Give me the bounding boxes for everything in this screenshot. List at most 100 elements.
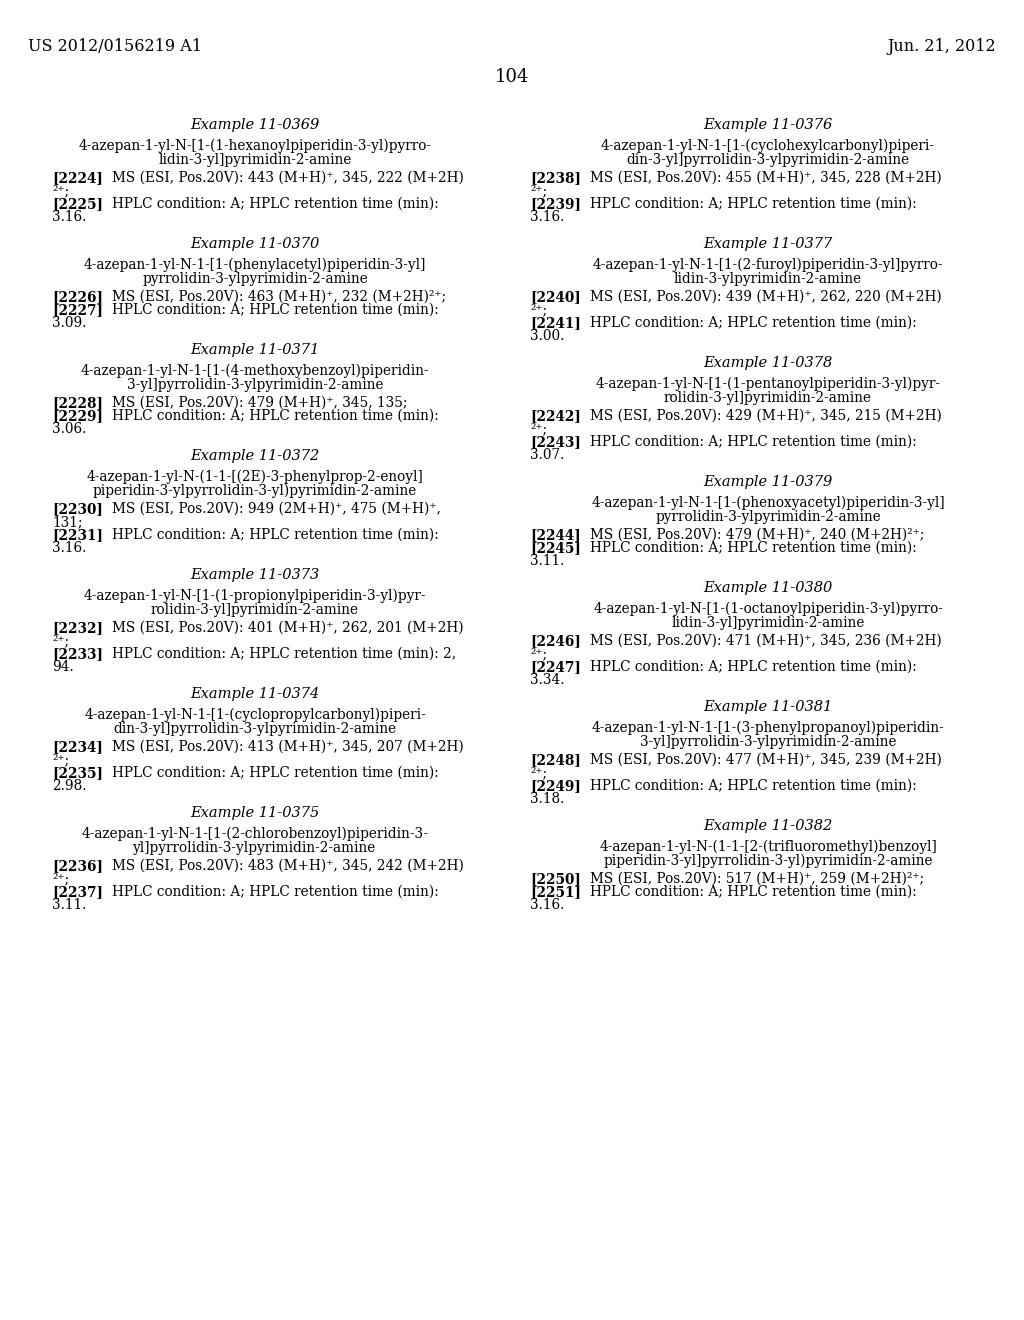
Text: Example 11-0381: Example 11-0381 [703, 700, 833, 714]
Text: 3.16.: 3.16. [530, 210, 564, 224]
Text: pyrrolidin-3-ylpyrimidin-2-amine: pyrrolidin-3-ylpyrimidin-2-amine [142, 272, 368, 286]
Text: 4-azepan-1-yl-N-1-[1-(2-chlorobenzoyl)piperidin-3-: 4-azepan-1-yl-N-1-[1-(2-chlorobenzoyl)pi… [82, 828, 428, 841]
Text: lidin-3-ylpyrimidin-2-amine: lidin-3-ylpyrimidin-2-amine [674, 272, 862, 286]
Text: [2227]: [2227] [52, 304, 103, 317]
Text: ²⁺;: ²⁺; [52, 183, 70, 198]
Text: MS (ESI, Pos.20V): 413 (M+H)⁺, 345, 207 (M+2H): MS (ESI, Pos.20V): 413 (M+H)⁺, 345, 207 … [112, 741, 464, 754]
Text: Example 11-0373: Example 11-0373 [190, 568, 319, 582]
Text: HPLC condition: A; HPLC retention time (min):: HPLC condition: A; HPLC retention time (… [112, 304, 438, 317]
Text: ²⁺;: ²⁺; [530, 183, 547, 198]
Text: HPLC condition: A; HPLC retention time (min):: HPLC condition: A; HPLC retention time (… [590, 436, 916, 449]
Text: MS (ESI, Pos.20V): 401 (M+H)⁺, 262, 201 (M+2H): MS (ESI, Pos.20V): 401 (M+H)⁺, 262, 201 … [112, 620, 464, 635]
Text: MS (ESI, Pos.20V): 479 (M+H)⁺, 345, 135;: MS (ESI, Pos.20V): 479 (M+H)⁺, 345, 135; [112, 396, 408, 411]
Text: MS (ESI, Pos.20V): 949 (2M+H)⁺, 475 (M+H)⁺,: MS (ESI, Pos.20V): 949 (2M+H)⁺, 475 (M+H… [112, 502, 441, 516]
Text: HPLC condition: A; HPLC retention time (min):: HPLC condition: A; HPLC retention time (… [590, 541, 916, 554]
Text: [2233]: [2233] [52, 647, 103, 661]
Text: 3.07.: 3.07. [530, 447, 564, 462]
Text: lidin-3-yl]pyrimidin-2-amine: lidin-3-yl]pyrimidin-2-amine [159, 153, 351, 168]
Text: Jun. 21, 2012: Jun. 21, 2012 [888, 38, 996, 55]
Text: [2247]: [2247] [530, 660, 581, 675]
Text: ²⁺;: ²⁺; [52, 873, 70, 886]
Text: lidin-3-yl]pyrimidin-2-amine: lidin-3-yl]pyrimidin-2-amine [672, 616, 864, 630]
Text: [2244]: [2244] [530, 528, 581, 543]
Text: ²⁺;: ²⁺; [530, 304, 547, 317]
Text: MS (ESI, Pos.20V): 477 (M+H)⁺, 345, 239 (M+2H): MS (ESI, Pos.20V): 477 (M+H)⁺, 345, 239 … [590, 752, 942, 767]
Text: [2245]: [2245] [530, 541, 581, 554]
Text: 3.16.: 3.16. [52, 210, 86, 224]
Text: Example 11-0369: Example 11-0369 [190, 117, 319, 132]
Text: HPLC condition: A; HPLC retention time (min): 2,: HPLC condition: A; HPLC retention time (… [112, 647, 456, 661]
Text: MS (ESI, Pos.20V): 471 (M+H)⁺, 345, 236 (M+2H): MS (ESI, Pos.20V): 471 (M+H)⁺, 345, 236 … [590, 634, 942, 648]
Text: 131;: 131; [52, 515, 83, 529]
Text: yl]pyrrolidin-3-ylpyrimidin-2-amine: yl]pyrrolidin-3-ylpyrimidin-2-amine [133, 841, 377, 855]
Text: 3.34.: 3.34. [530, 673, 564, 686]
Text: 4-azepan-1-yl-N-1-[1-(2-furoyl)piperidin-3-yl]pyrro-: 4-azepan-1-yl-N-1-[1-(2-furoyl)piperidin… [593, 257, 943, 272]
Text: MS (ESI, Pos.20V): 463 (M+H)⁺, 232 (M+2H)²⁺;: MS (ESI, Pos.20V): 463 (M+H)⁺, 232 (M+2H… [112, 290, 446, 304]
Text: MS (ESI, Pos.20V): 429 (M+H)⁺, 345, 215 (M+2H): MS (ESI, Pos.20V): 429 (M+H)⁺, 345, 215 … [590, 409, 942, 422]
Text: ²⁺;: ²⁺; [530, 766, 547, 780]
Text: [2234]: [2234] [52, 741, 102, 754]
Text: 4-azepan-1-yl-N-1-[1-(phenylacetyl)piperidin-3-yl]: 4-azepan-1-yl-N-1-[1-(phenylacetyl)piper… [84, 257, 426, 272]
Text: HPLC condition: A; HPLC retention time (min):: HPLC condition: A; HPLC retention time (… [590, 660, 916, 675]
Text: Example 11-0379: Example 11-0379 [703, 475, 833, 488]
Text: [2248]: [2248] [530, 752, 581, 767]
Text: HPLC condition: A; HPLC retention time (min):: HPLC condition: A; HPLC retention time (… [112, 528, 438, 543]
Text: 94.: 94. [52, 660, 74, 675]
Text: 4-azepan-1-yl-N-[1-(1-hexanoylpiperidin-3-yl)pyrro-: 4-azepan-1-yl-N-[1-(1-hexanoylpiperidin-… [79, 139, 431, 153]
Text: [2224]: [2224] [52, 172, 102, 185]
Text: HPLC condition: A; HPLC retention time (min):: HPLC condition: A; HPLC retention time (… [112, 197, 438, 211]
Text: Example 11-0374: Example 11-0374 [190, 686, 319, 701]
Text: MS (ESI, Pos.20V): 483 (M+H)⁺, 345, 242 (M+2H): MS (ESI, Pos.20V): 483 (M+H)⁺, 345, 242 … [112, 859, 464, 873]
Text: Example 11-0376: Example 11-0376 [703, 117, 833, 132]
Text: Example 11-0370: Example 11-0370 [190, 238, 319, 251]
Text: 104: 104 [495, 69, 529, 86]
Text: 3.16.: 3.16. [52, 541, 86, 554]
Text: [2249]: [2249] [530, 779, 581, 793]
Text: 4-azepan-1-yl-N-(1-1-[2-(trifluoromethyl)benzoyl]: 4-azepan-1-yl-N-(1-1-[2-(trifluoromethyl… [599, 840, 937, 854]
Text: MS (ESI, Pos.20V): 455 (M+H)⁺, 345, 228 (M+2H): MS (ESI, Pos.20V): 455 (M+H)⁺, 345, 228 … [590, 172, 942, 185]
Text: 4-azepan-1-yl-N-1-[1-(cyclopropylcarbonyl)piperi-: 4-azepan-1-yl-N-1-[1-(cyclopropylcarbony… [84, 708, 426, 722]
Text: pyrrolidin-3-ylpyrimidin-2-amine: pyrrolidin-3-ylpyrimidin-2-amine [655, 510, 881, 524]
Text: 4-azepan-1-yl-N-[1-(1-pentanoylpiperidin-3-yl)pyr-: 4-azepan-1-yl-N-[1-(1-pentanoylpiperidin… [596, 378, 940, 392]
Text: MS (ESI, Pos.20V): 443 (M+H)⁺, 345, 222 (M+2H): MS (ESI, Pos.20V): 443 (M+H)⁺, 345, 222 … [112, 172, 464, 185]
Text: HPLC condition: A; HPLC retention time (min):: HPLC condition: A; HPLC retention time (… [590, 315, 916, 330]
Text: [2241]: [2241] [530, 315, 581, 330]
Text: rolidin-3-yl]pyrimidin-2-amine: rolidin-3-yl]pyrimidin-2-amine [664, 391, 872, 405]
Text: [2235]: [2235] [52, 766, 103, 780]
Text: 4-azepan-1-yl-N-[1-(1-propionylpiperidin-3-yl)pyr-: 4-azepan-1-yl-N-[1-(1-propionylpiperidin… [84, 589, 426, 603]
Text: [2231]: [2231] [52, 528, 103, 543]
Text: [2251]: [2251] [530, 884, 581, 899]
Text: din-3-yl]pyrrolidin-3-ylpyrimidin-2-amine: din-3-yl]pyrrolidin-3-ylpyrimidin-2-amin… [114, 722, 396, 737]
Text: [2229]: [2229] [52, 409, 103, 422]
Text: ²⁺;: ²⁺; [530, 647, 547, 661]
Text: [2230]: [2230] [52, 502, 102, 516]
Text: MS (ESI, Pos.20V): 439 (M+H)⁺, 262, 220 (M+2H): MS (ESI, Pos.20V): 439 (M+H)⁺, 262, 220 … [590, 290, 942, 304]
Text: HPLC condition: A; HPLC retention time (min):: HPLC condition: A; HPLC retention time (… [112, 409, 438, 422]
Text: Example 11-0372: Example 11-0372 [190, 449, 319, 463]
Text: HPLC condition: A; HPLC retention time (min):: HPLC condition: A; HPLC retention time (… [590, 197, 916, 211]
Text: HPLC condition: A; HPLC retention time (min):: HPLC condition: A; HPLC retention time (… [112, 884, 438, 899]
Text: Example 11-0380: Example 11-0380 [703, 581, 833, 595]
Text: piperidin-3-ylpyrrolidin-3-yl)pyrimidin-2-amine: piperidin-3-ylpyrrolidin-3-yl)pyrimidin-… [93, 484, 417, 499]
Text: [2236]: [2236] [52, 859, 103, 873]
Text: [2250]: [2250] [530, 873, 581, 886]
Text: Example 11-0377: Example 11-0377 [703, 238, 833, 251]
Text: 4-azepan-1-yl-N-(1-1-[(2E)-3-phenylprop-2-enoyl]: 4-azepan-1-yl-N-(1-1-[(2E)-3-phenylprop-… [87, 470, 423, 484]
Text: [2243]: [2243] [530, 436, 581, 449]
Text: [2238]: [2238] [530, 172, 581, 185]
Text: 4-azepan-1-yl-N-1-[1-(3-phenylpropanoyl)piperidin-: 4-azepan-1-yl-N-1-[1-(3-phenylpropanoyl)… [592, 721, 944, 735]
Text: rolidin-3-yl]pyrimidin-2-amine: rolidin-3-yl]pyrimidin-2-amine [151, 603, 359, 616]
Text: 3.16.: 3.16. [530, 898, 564, 912]
Text: ²⁺;: ²⁺; [530, 422, 547, 436]
Text: HPLC condition: A; HPLC retention time (min):: HPLC condition: A; HPLC retention time (… [112, 766, 438, 780]
Text: 4-azepan-1-yl-N-[1-(1-octanoylpiperidin-3-yl)pyrro-: 4-azepan-1-yl-N-[1-(1-octanoylpiperidin-… [593, 602, 943, 616]
Text: 4-azepan-1-yl-N-1-[1-(cyclohexylcarbonyl)piperi-: 4-azepan-1-yl-N-1-[1-(cyclohexylcarbonyl… [601, 139, 935, 153]
Text: 3-yl]pyrrolidin-3-ylpyrimidin-2-amine: 3-yl]pyrrolidin-3-ylpyrimidin-2-amine [640, 735, 896, 748]
Text: US 2012/0156219 A1: US 2012/0156219 A1 [28, 38, 202, 55]
Text: [2240]: [2240] [530, 290, 581, 304]
Text: [2232]: [2232] [52, 620, 103, 635]
Text: 3.11.: 3.11. [52, 898, 86, 912]
Text: [2246]: [2246] [530, 634, 581, 648]
Text: piperidin-3-yl]pyrrolidin-3-yl)pyrimidin-2-amine: piperidin-3-yl]pyrrolidin-3-yl)pyrimidin… [603, 854, 933, 869]
Text: din-3-yl]pyrrolidin-3-ylpyrimidin-2-amine: din-3-yl]pyrrolidin-3-ylpyrimidin-2-amin… [627, 153, 909, 168]
